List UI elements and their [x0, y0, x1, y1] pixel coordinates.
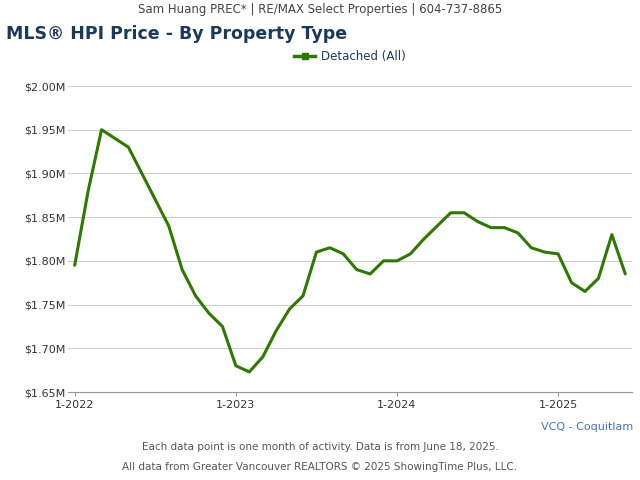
Text: Sam Huang PREC* | RE/MAX Select Properties | 604-737-8865: Sam Huang PREC* | RE/MAX Select Properti…	[138, 2, 502, 15]
Text: Each data point is one month of activity. Data is from June 18, 2025.: Each data point is one month of activity…	[141, 442, 499, 452]
Text: VCQ - Coquitlam: VCQ - Coquitlam	[541, 422, 634, 432]
Text: All data from Greater Vancouver REALTORS © 2025 ShowingTime Plus, LLC.: All data from Greater Vancouver REALTORS…	[122, 462, 518, 472]
Legend: Detached (All): Detached (All)	[289, 46, 411, 68]
Text: MLS® HPI Price - By Property Type: MLS® HPI Price - By Property Type	[6, 25, 348, 43]
